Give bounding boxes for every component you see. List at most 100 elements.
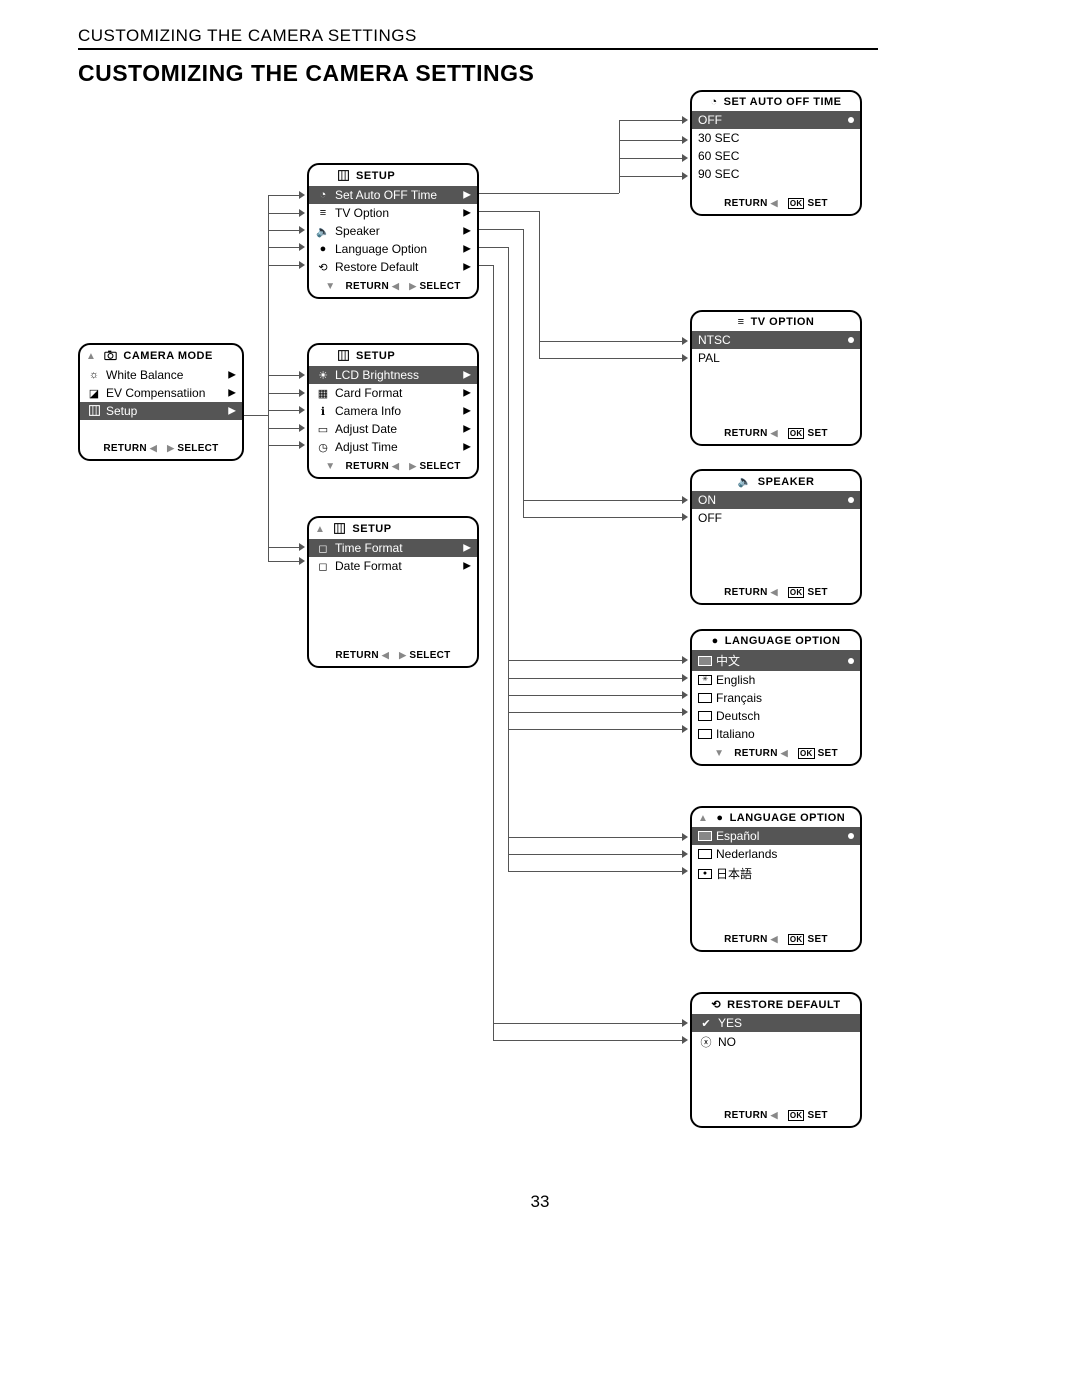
- clock-icon: ◷: [315, 441, 331, 454]
- option-90sec[interactable]: 90 SEC: [692, 165, 860, 183]
- setup-c-title: SETUP: [352, 523, 391, 535]
- chevron-right-icon: ▶: [463, 208, 471, 219]
- triangle-right-icon: ▶: [409, 461, 416, 472]
- option-label: 30 SEC: [698, 131, 739, 145]
- connector: [508, 247, 509, 871]
- arrow-icon: [682, 354, 688, 362]
- option-chinese[interactable]: 中文: [692, 650, 860, 671]
- menu-item-white-balance[interactable]: ☼ White Balance ▶: [80, 366, 242, 384]
- menu-item-auto-off[interactable]: ◔ Set Auto OFF Time ▶: [309, 186, 477, 204]
- option-30sec[interactable]: 30 SEC: [692, 129, 860, 147]
- return-label: RETURN: [335, 650, 378, 661]
- menu-item-camera-info[interactable]: ℹ Camera Info ▶: [309, 402, 477, 420]
- page-number: 33: [0, 1192, 1080, 1212]
- menu-item-restore-default[interactable]: ⟲ Restore Default ▶: [309, 258, 477, 276]
- set-label: SET: [807, 198, 827, 209]
- arrow-icon: [299, 243, 305, 251]
- option-label: YES: [718, 1016, 742, 1030]
- menu-item-time-format[interactable]: ◻ Time Format ▶: [309, 539, 477, 557]
- menu-item-ev-compensation[interactable]: ◪ EV Compensatiion ▶: [80, 384, 242, 402]
- arrow-icon: [299, 261, 305, 269]
- menu-item-label: Restore Default: [335, 260, 418, 274]
- arrow-icon: [299, 371, 305, 379]
- chevron-right-icon: ▶: [463, 244, 471, 255]
- radio-selected-icon: [848, 117, 854, 123]
- menu-item-adjust-time[interactable]: ◷ Adjust Time ▶: [309, 438, 477, 456]
- camera-mode-title: CAMERA MODE: [123, 350, 212, 362]
- option-speaker-on[interactable]: ON: [692, 491, 860, 509]
- menu-item-tv-option[interactable]: ≡ TV Option ▶: [309, 204, 477, 222]
- triangle-left-icon: ◀: [150, 443, 157, 454]
- connector: [479, 247, 508, 248]
- option-label: OFF: [698, 511, 722, 525]
- chevron-right-icon: ▶: [228, 406, 236, 417]
- white-balance-icon: ☼: [86, 369, 102, 381]
- option-yes[interactable]: ✔ YES: [692, 1014, 860, 1032]
- scroll-up-icon: ▲: [86, 351, 96, 362]
- triangle-left-icon: ◀: [392, 461, 399, 472]
- return-label: RETURN: [724, 198, 767, 209]
- return-label: RETURN: [734, 748, 777, 759]
- triangle-left-icon: ◀: [771, 1110, 778, 1121]
- chevron-right-icon: ▶: [228, 388, 236, 399]
- menu-item-label: Adjust Date: [335, 422, 397, 436]
- setup-icon: [337, 169, 350, 183]
- connector: [539, 211, 540, 358]
- option-deutsch[interactable]: Deutsch: [692, 707, 860, 725]
- option-nederlands[interactable]: Nederlands: [692, 845, 860, 863]
- option-no[interactable]: ⓧ NO: [692, 1032, 860, 1052]
- menu-item-label: Adjust Time: [335, 440, 398, 454]
- option-espanol[interactable]: Español: [692, 827, 860, 845]
- return-label: RETURN: [346, 281, 389, 292]
- option-pal[interactable]: PAL: [692, 349, 860, 367]
- arrow-icon: [299, 389, 305, 397]
- connector: [508, 678, 684, 679]
- option-ntsc[interactable]: NTSC: [692, 331, 860, 349]
- connector: [523, 517, 684, 518]
- flag-icon: [698, 693, 712, 703]
- connector: [619, 176, 684, 177]
- setup-icon: [337, 349, 350, 363]
- connector: [244, 415, 268, 416]
- chevron-right-icon: ▶: [463, 406, 471, 417]
- menu-item-speaker[interactable]: 🔈 Speaker ▶: [309, 222, 477, 240]
- menu-item-lcd-brightness[interactable]: ☀ LCD Brightness ▶: [309, 366, 477, 384]
- arrow-icon: [299, 441, 305, 449]
- setup-a-title: SETUP: [356, 170, 395, 182]
- menu-item-card-format[interactable]: ▦ Card Format ▶: [309, 384, 477, 402]
- setup-icon: [333, 522, 346, 536]
- option-label: Español: [716, 829, 759, 843]
- menu-item-setup[interactable]: Setup ▶: [80, 402, 242, 420]
- connector: [268, 213, 301, 214]
- chevron-right-icon: ▶: [463, 442, 471, 453]
- arrow-icon: [682, 708, 688, 716]
- camera-icon: [104, 349, 117, 363]
- set-label: SET: [807, 587, 827, 598]
- option-speaker-off[interactable]: OFF: [692, 509, 860, 527]
- menu-item-adjust-date[interactable]: ▭ Adjust Date ▶: [309, 420, 477, 438]
- option-off[interactable]: OFF: [692, 111, 860, 129]
- set-label: SET: [807, 1110, 827, 1121]
- option-francais[interactable]: Français: [692, 689, 860, 707]
- language-window-1: ● LANGUAGE OPTION 中文 ✳English Français D…: [690, 629, 862, 766]
- arrow-icon: [682, 691, 688, 699]
- menu-item-label: TV Option: [335, 206, 389, 220]
- option-60sec[interactable]: 60 SEC: [692, 147, 860, 165]
- arrow-icon: [682, 136, 688, 144]
- ok-icon: OK: [788, 587, 805, 598]
- option-italiano[interactable]: Italiano: [692, 725, 860, 743]
- menu-item-language[interactable]: ● Language Option ▶: [309, 240, 477, 258]
- option-english[interactable]: ✳English: [692, 671, 860, 689]
- triangle-left-icon: ◀: [392, 281, 399, 292]
- cross-icon: ⓧ: [698, 1034, 714, 1050]
- select-label: SELECT: [177, 443, 218, 454]
- arrow-icon: [299, 424, 305, 432]
- arrow-icon: [682, 154, 688, 162]
- option-label: Français: [716, 691, 762, 705]
- option-japanese[interactable]: ●日本語: [692, 863, 860, 884]
- menu-item-date-format[interactable]: ◻ Date Format ▶: [309, 557, 477, 575]
- triangle-left-icon: ◀: [771, 428, 778, 439]
- menu-item-label: White Balance: [106, 368, 183, 382]
- menu-item-label: Date Format: [335, 559, 402, 573]
- speaker-window: 🔈 SPEAKER ON OFF RETURN ◀ OK SET: [690, 469, 862, 605]
